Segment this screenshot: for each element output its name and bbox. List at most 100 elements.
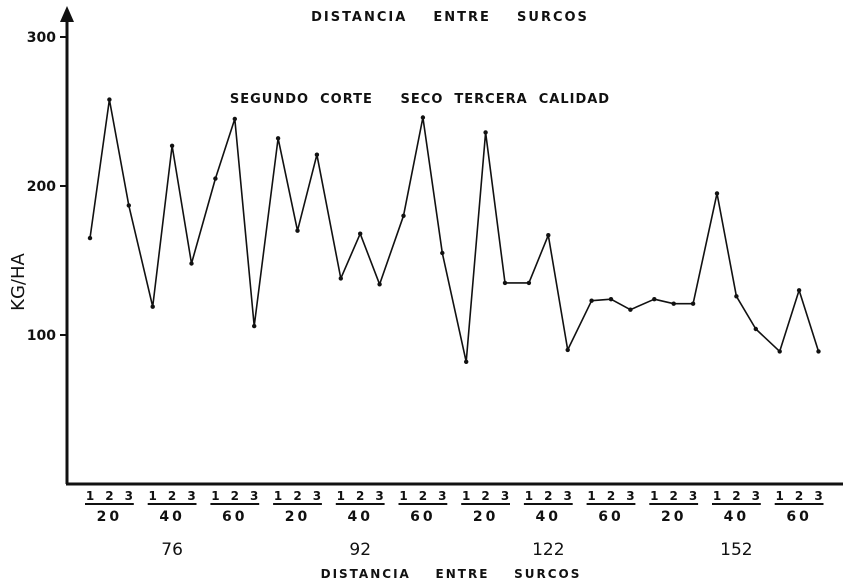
data-point xyxy=(671,301,676,306)
data-point xyxy=(213,176,218,181)
x-subtick-label: 2 xyxy=(105,489,113,503)
data-point xyxy=(565,347,570,353)
x-subtick-label: 2 xyxy=(293,489,301,503)
x-subtick-label: 2 xyxy=(231,489,239,503)
x-subtick-label: 2 xyxy=(670,489,678,503)
x-subtick-label: 3 xyxy=(814,489,822,503)
data-point xyxy=(608,297,614,302)
x-distance-label: 20 xyxy=(473,509,498,525)
y-tick-label: 300 xyxy=(27,30,56,46)
x-distance-label: 20 xyxy=(661,509,686,525)
chart-annotation: SEGUNDO CORTE SECO TERCERA CALIDAD xyxy=(230,92,610,107)
x-subtick-label: 1 xyxy=(337,489,345,503)
data-point xyxy=(401,213,406,218)
x-subtick-label: 2 xyxy=(732,489,740,503)
x-subtick-label: 1 xyxy=(650,489,658,503)
x-subtick-label: 2 xyxy=(168,489,176,503)
data-point xyxy=(338,276,343,281)
x-distance-label: 60 xyxy=(598,509,623,525)
data-point xyxy=(252,323,257,329)
y-ticks: 100 200 300 xyxy=(27,30,67,344)
data-point xyxy=(107,97,112,102)
x-subtick-label: 1 xyxy=(462,489,470,503)
data-point xyxy=(464,359,469,364)
x-distance-label: 20 xyxy=(285,509,310,525)
data-point xyxy=(734,294,739,299)
data-point xyxy=(169,143,175,148)
x-distance-label: 60 xyxy=(222,509,247,525)
x-subtick-label: 1 xyxy=(399,489,407,503)
x-subtick-label: 1 xyxy=(713,489,721,503)
data-point xyxy=(753,326,758,332)
x-distance-label: 40 xyxy=(724,509,749,525)
x-group-label: 122 xyxy=(532,540,564,560)
chart-title: DISTANCIA ENTRE SURCOS xyxy=(311,10,589,25)
data-point xyxy=(652,297,657,302)
x-subtick-label: 2 xyxy=(481,489,489,503)
x-subtick-label: 2 xyxy=(419,489,427,503)
data-point xyxy=(189,261,194,266)
data-point xyxy=(502,280,508,286)
x-subtick-label: 3 xyxy=(752,489,760,503)
x-subtick-label: 1 xyxy=(587,489,595,503)
data-point xyxy=(314,152,320,157)
x-subtick-label: 3 xyxy=(375,489,383,503)
x-subtick-label: 1 xyxy=(149,489,157,503)
y-tick-label: 100 xyxy=(27,328,56,344)
x-subtick-label: 2 xyxy=(356,489,364,503)
data-point xyxy=(420,115,426,120)
data-point xyxy=(777,349,782,354)
data-point xyxy=(816,349,821,354)
x-distance-label: 40 xyxy=(159,509,184,525)
x-subtick-label: 3 xyxy=(313,489,321,503)
data-point xyxy=(87,235,93,241)
data-point xyxy=(714,191,720,196)
data-point xyxy=(483,130,488,135)
data-point xyxy=(126,203,131,208)
data-point xyxy=(546,233,551,238)
y-axis-label: KG/HA xyxy=(8,252,29,310)
y-tick-label: 200 xyxy=(27,179,56,195)
data-point xyxy=(796,288,802,293)
data-point xyxy=(690,301,696,306)
x-group-label: 92 xyxy=(349,540,371,560)
x-subtick-label: 3 xyxy=(125,489,133,503)
data-point xyxy=(232,116,237,122)
data-point xyxy=(628,307,633,312)
data-point xyxy=(377,282,382,287)
series-line xyxy=(89,98,820,363)
x-group-label: 152 xyxy=(720,540,752,560)
axes xyxy=(60,6,843,486)
x-subtick-label: 3 xyxy=(501,489,509,503)
x-subtick-label: 1 xyxy=(86,489,94,503)
x-subtick-label: 3 xyxy=(626,489,634,503)
x-subtick-label: 3 xyxy=(250,489,258,503)
x-distance-label: 60 xyxy=(786,509,811,525)
x-distance-label: 40 xyxy=(347,509,372,525)
x-subtick-label: 2 xyxy=(544,489,552,503)
x-subtick-label: 2 xyxy=(795,489,803,503)
x-axis-label: DISTANCIA ENTRE SURCOS xyxy=(321,567,582,581)
y-axis-arrow-icon xyxy=(60,6,74,22)
x-subtick-label: 1 xyxy=(211,489,219,503)
x-distance-label: 40 xyxy=(536,509,561,525)
data-point xyxy=(275,136,281,141)
data-point xyxy=(150,304,155,309)
x-distance-label: 60 xyxy=(410,509,435,525)
data-point xyxy=(295,228,300,233)
x-subtick-label: 2 xyxy=(607,489,615,503)
data-point xyxy=(589,298,594,303)
x-subtick-label: 1 xyxy=(274,489,282,503)
x-subtick-label: 1 xyxy=(776,489,784,503)
x-group-label: 76 xyxy=(161,540,183,560)
x-distance-label: 20 xyxy=(97,509,122,525)
x-subtick-label: 3 xyxy=(187,489,195,503)
data-point xyxy=(440,250,445,256)
x-subtick-label: 3 xyxy=(689,489,697,503)
data-point xyxy=(358,231,363,236)
data-point xyxy=(526,280,532,286)
data-points xyxy=(87,97,821,364)
x-subtick-label: 1 xyxy=(525,489,533,503)
